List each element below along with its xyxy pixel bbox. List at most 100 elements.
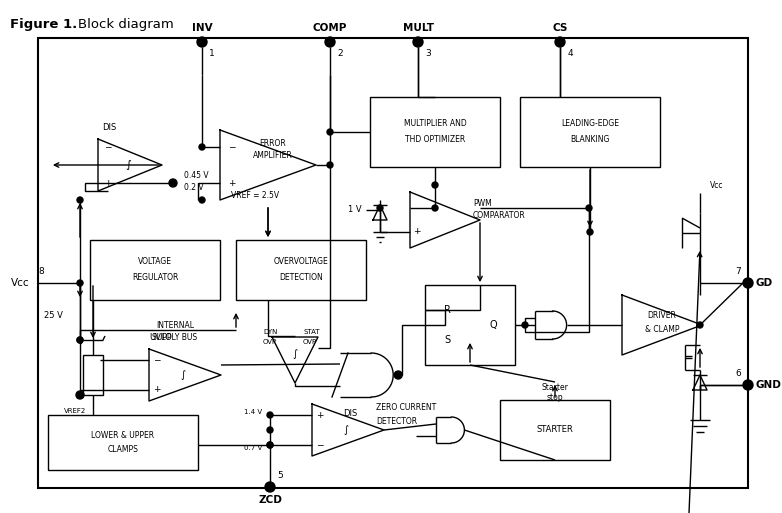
Circle shape xyxy=(522,322,528,328)
Text: ∫: ∫ xyxy=(181,370,185,380)
Text: MULTIPLIER AND: MULTIPLIER AND xyxy=(404,119,466,128)
Circle shape xyxy=(377,205,383,211)
Bar xyxy=(370,97,500,167)
Text: VREF = 2.5V: VREF = 2.5V xyxy=(231,191,279,201)
Text: S: S xyxy=(444,335,450,345)
Text: −: − xyxy=(104,143,112,151)
Circle shape xyxy=(327,162,333,168)
Text: +: + xyxy=(413,227,421,236)
Text: OVP: OVP xyxy=(303,339,317,345)
Text: VREF2: VREF2 xyxy=(64,408,86,414)
Text: ∫: ∫ xyxy=(343,425,349,435)
Text: OVP: OVP xyxy=(263,339,277,345)
Text: INTERNAL: INTERNAL xyxy=(156,322,194,330)
Text: INV: INV xyxy=(192,23,212,33)
Bar xyxy=(500,400,610,460)
Text: DIS: DIS xyxy=(343,408,357,418)
Text: R: R xyxy=(443,305,450,315)
Circle shape xyxy=(432,205,438,211)
Circle shape xyxy=(413,37,423,47)
Text: ZERO CURRENT: ZERO CURRENT xyxy=(376,404,436,412)
Text: LEADING-EDGE: LEADING-EDGE xyxy=(561,119,619,128)
Circle shape xyxy=(197,37,207,47)
Text: ∫: ∫ xyxy=(125,160,131,170)
Circle shape xyxy=(169,179,177,187)
Text: +: + xyxy=(316,410,324,420)
Text: Vᴄᴄ: Vᴄᴄ xyxy=(12,278,30,288)
Text: +: + xyxy=(153,385,161,394)
Text: ZCD: ZCD xyxy=(258,495,282,505)
Text: STARTER: STARTER xyxy=(536,425,573,435)
Circle shape xyxy=(77,280,83,286)
Text: 0.2 V: 0.2 V xyxy=(184,183,203,191)
Text: DETECTOR: DETECTOR xyxy=(376,418,417,426)
Text: & CLAMP: & CLAMP xyxy=(644,325,680,333)
Text: 1.4 V: 1.4 V xyxy=(244,409,262,415)
Circle shape xyxy=(394,371,402,379)
Text: COMP: COMP xyxy=(313,23,347,33)
Circle shape xyxy=(76,391,84,399)
Circle shape xyxy=(325,37,335,47)
Text: 0.45 V: 0.45 V xyxy=(184,170,209,180)
Text: Vcc: Vcc xyxy=(710,181,723,189)
Text: CS: CS xyxy=(552,23,568,33)
Text: DETECTION: DETECTION xyxy=(279,273,323,283)
Text: 4: 4 xyxy=(567,49,572,58)
Text: 7: 7 xyxy=(735,266,741,275)
Text: +: + xyxy=(104,179,112,187)
Circle shape xyxy=(743,380,753,390)
Text: GD: GD xyxy=(756,278,773,288)
Circle shape xyxy=(77,197,83,203)
Bar xyxy=(520,97,660,167)
Text: GND: GND xyxy=(756,380,782,390)
Text: THD OPTIMIZER: THD OPTIMIZER xyxy=(405,134,465,144)
Text: 25 V: 25 V xyxy=(44,310,63,320)
Circle shape xyxy=(586,205,592,211)
Circle shape xyxy=(327,129,333,135)
Text: OVERVOLTAGE: OVERVOLTAGE xyxy=(274,258,328,266)
Bar xyxy=(425,285,515,365)
Text: AMPLIFIER: AMPLIFIER xyxy=(253,150,293,160)
Text: stop: stop xyxy=(547,393,563,403)
Circle shape xyxy=(267,412,273,418)
Circle shape xyxy=(267,427,273,433)
Text: 2: 2 xyxy=(337,49,343,58)
Text: 1 V: 1 V xyxy=(348,206,362,214)
Text: −: − xyxy=(316,441,324,449)
Text: 8: 8 xyxy=(38,266,44,275)
Circle shape xyxy=(199,144,205,150)
Bar xyxy=(90,240,220,300)
Text: Q: Q xyxy=(490,320,497,330)
Text: REGULATOR: REGULATOR xyxy=(132,273,178,283)
Text: DRIVER: DRIVER xyxy=(647,310,676,320)
Text: LOWER & UPPER: LOWER & UPPER xyxy=(91,430,155,440)
Text: ERROR: ERROR xyxy=(260,139,286,148)
Text: −: − xyxy=(413,204,421,212)
Bar xyxy=(236,240,366,300)
Text: CLAMPS: CLAMPS xyxy=(108,445,138,455)
Text: STAT: STAT xyxy=(303,329,320,335)
Circle shape xyxy=(265,482,275,492)
Text: Figure 1.: Figure 1. xyxy=(10,18,77,31)
Text: UVLO: UVLO xyxy=(149,332,172,342)
Text: Block diagram: Block diagram xyxy=(78,18,174,31)
Text: SUPPLY BUS: SUPPLY BUS xyxy=(152,332,198,342)
Text: DIS: DIS xyxy=(102,123,117,131)
Bar xyxy=(83,355,103,395)
Circle shape xyxy=(267,442,273,448)
Text: −: − xyxy=(228,143,235,151)
Circle shape xyxy=(267,442,273,448)
Text: VOLTAGE: VOLTAGE xyxy=(138,258,172,266)
Text: 6: 6 xyxy=(735,368,741,378)
Circle shape xyxy=(77,337,83,343)
Circle shape xyxy=(199,197,205,203)
Text: 5: 5 xyxy=(277,471,283,481)
Circle shape xyxy=(587,229,593,235)
Text: 0.7 V: 0.7 V xyxy=(244,445,262,451)
Text: +: + xyxy=(228,179,235,187)
Text: PWM: PWM xyxy=(473,200,492,208)
Text: 3: 3 xyxy=(425,49,431,58)
Text: 1: 1 xyxy=(209,49,215,58)
Text: MULT: MULT xyxy=(403,23,433,33)
Circle shape xyxy=(743,278,753,288)
